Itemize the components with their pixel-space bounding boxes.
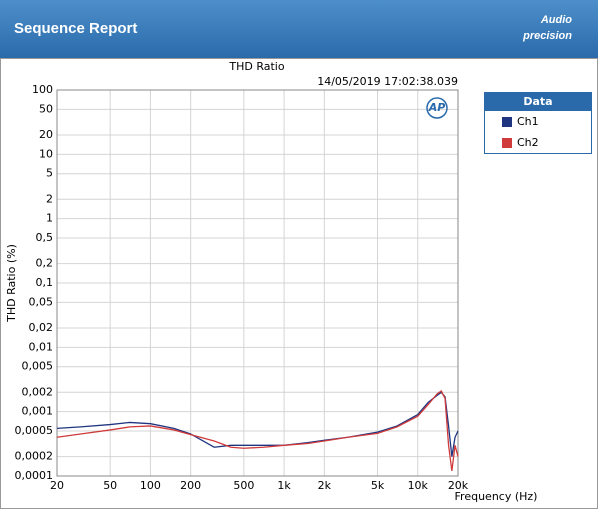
x-tick-label: 200 [180, 479, 201, 492]
legend-header [485, 93, 591, 111]
y-tick-label: 10 [39, 147, 53, 160]
y-tick-label: 20 [39, 128, 53, 141]
y-axis-label: THD Ratio (%) [5, 244, 18, 323]
legend-label: Ch1 [517, 115, 539, 128]
header-bar [0, 0, 598, 58]
x-tick-label: 10k [408, 479, 429, 492]
legend-title: Data [523, 95, 552, 108]
y-tick-label: 0,0001 [15, 469, 54, 482]
y-tick-label: 0,001 [22, 405, 54, 418]
y-tick-label: 0,005 [22, 360, 54, 373]
y-tick-label: 1 [46, 212, 53, 225]
legend-swatch [502, 117, 512, 127]
report-title: Sequence Report [14, 20, 137, 37]
x-tick-label: 100 [140, 479, 161, 492]
x-tick-label: 20k [448, 479, 469, 492]
y-tick-label: 0,002 [22, 385, 54, 398]
logo-bottom: precision [522, 30, 572, 42]
y-tick-label: 50 [39, 102, 53, 115]
y-tick-label: 0,0005 [15, 424, 54, 437]
x-tick-label: 500 [233, 479, 254, 492]
chart-title: THD Ratio [228, 60, 284, 73]
x-tick-label: 5k [371, 479, 385, 492]
legend-label: Ch2 [517, 136, 539, 149]
y-tick-label: 0,0002 [15, 450, 54, 463]
y-tick-label: 0,5 [36, 231, 54, 244]
timestamp: 14/05/2019 17:02:38.039 [317, 75, 458, 88]
x-tick-label: 20 [50, 479, 64, 492]
x-tick-label: 2k [318, 479, 332, 492]
y-tick-label: 0,1 [36, 276, 54, 289]
plot-logo-ring [426, 97, 448, 119]
series-line [56, 389, 459, 471]
logo-top: Audio [540, 14, 572, 26]
y-tick-label: 0,05 [29, 295, 54, 308]
plot-border [56, 89, 459, 477]
y-tick-label: 0,2 [36, 257, 54, 270]
y-tick-label: 5 [46, 167, 53, 180]
plot-logo: AP [428, 101, 446, 114]
y-tick-label: 2 [46, 192, 53, 205]
x-axis-label: Frequency (Hz) [455, 490, 538, 503]
legend-swatch [502, 138, 512, 148]
x-tick-label: 1k [277, 479, 291, 492]
y-tick-label: 100 [32, 83, 53, 96]
x-tick-label: 50 [103, 479, 117, 492]
y-tick-label: 0,01 [29, 340, 54, 353]
y-tick-label: 0,02 [29, 321, 54, 334]
